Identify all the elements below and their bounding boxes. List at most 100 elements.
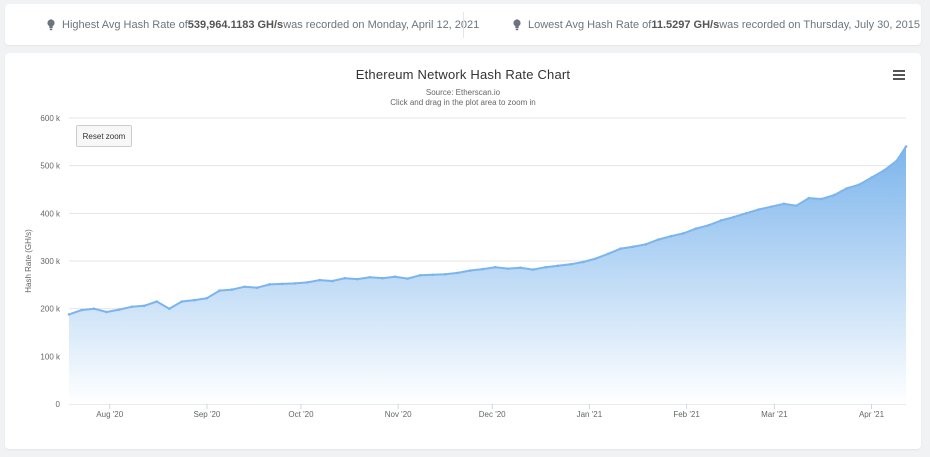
- data-point[interactable]: [105, 310, 108, 314]
- x-tick-label: Nov '20: [385, 410, 412, 419]
- lowest-prefix: Lowest Avg Hash Rate of: [528, 18, 652, 31]
- highest-prefix: Highest Avg Hash Rate of: [62, 18, 188, 31]
- data-point[interactable]: [406, 277, 409, 280]
- data-point[interactable]: [669, 234, 673, 238]
- lightbulb-icon: [513, 18, 521, 31]
- data-point[interactable]: [904, 145, 908, 148]
- reset-zoom-button[interactable]: Reset zoom: [76, 125, 132, 147]
- data-point[interactable]: [694, 227, 698, 230]
- data-point[interactable]: [707, 223, 710, 227]
- chart-menu-button[interactable]: [891, 68, 907, 82]
- data-point[interactable]: [506, 267, 510, 270]
- y-tick-label: 300 k: [40, 257, 61, 266]
- x-tick-label: Jan '21: [577, 410, 603, 419]
- highest-suffix: was recorded on Monday, April 12, 2021: [283, 18, 480, 31]
- data-point[interactable]: [619, 247, 623, 250]
- data-point[interactable]: [744, 212, 748, 215]
- chart-title: Ethereum Network Hash Rate Chart: [355, 67, 571, 82]
- x-tick-label: Dec '20: [479, 410, 506, 419]
- data-point[interactable]: [481, 267, 485, 271]
- data-point[interactable]: [381, 276, 384, 280]
- data-point[interactable]: [769, 205, 773, 208]
- data-point[interactable]: [820, 197, 823, 201]
- data-point[interactable]: [443, 273, 447, 276]
- data-point[interactable]: [882, 169, 886, 172]
- data-point[interactable]: [682, 232, 685, 235]
- lowest-hashrate-stat: Lowest Avg Hash Rate of 11.5297 GH/s was…: [513, 4, 920, 45]
- data-point[interactable]: [293, 282, 297, 285]
- data-point[interactable]: [205, 296, 209, 300]
- data-point[interactable]: [631, 245, 635, 248]
- chart-zoom-hint: Click and drag in the plot area to zoom …: [390, 98, 536, 107]
- y-tick-label: 0: [56, 400, 61, 409]
- series-area: [69, 146, 906, 404]
- data-point[interactable]: [218, 289, 221, 292]
- data-point[interactable]: [468, 269, 472, 272]
- data-point[interactable]: [782, 202, 786, 206]
- data-point[interactable]: [243, 285, 246, 289]
- data-point[interactable]: [117, 308, 121, 311]
- data-point[interactable]: [318, 278, 322, 282]
- data-point[interactable]: [757, 208, 760, 211]
- data-point[interactable]: [732, 215, 735, 219]
- data-point[interactable]: [857, 183, 861, 187]
- data-point[interactable]: [130, 305, 133, 309]
- series-line: [68, 146, 907, 316]
- x-tick-label: Mar '21: [761, 410, 788, 419]
- data-point[interactable]: [393, 275, 397, 279]
- data-point[interactable]: [870, 176, 873, 179]
- y-tick-label: 600 k: [40, 114, 61, 123]
- data-point[interactable]: [494, 265, 497, 269]
- data-point[interactable]: [569, 263, 572, 266]
- data-point[interactable]: [657, 238, 660, 241]
- data-point[interactable]: [268, 283, 271, 286]
- data-point[interactable]: [142, 304, 146, 308]
- data-point[interactable]: [794, 204, 798, 208]
- data-point[interactable]: [343, 276, 347, 280]
- lowest-suffix: was recorded on Thursday, July 30, 2015: [719, 18, 920, 31]
- data-point[interactable]: [719, 219, 723, 222]
- data-point[interactable]: [80, 308, 83, 312]
- data-point[interactable]: [193, 298, 196, 302]
- y-tick-label: 200 k: [40, 305, 61, 314]
- data-point[interactable]: [356, 277, 359, 281]
- data-point[interactable]: [280, 282, 284, 286]
- highest-value: 539,964.1183 GH/s: [187, 18, 284, 31]
- data-point[interactable]: [606, 252, 610, 256]
- data-point[interactable]: [895, 159, 898, 163]
- hamburger-icon: [893, 74, 905, 76]
- data-point[interactable]: [418, 274, 422, 277]
- data-point[interactable]: [67, 313, 71, 316]
- data-point[interactable]: [845, 187, 848, 190]
- data-point[interactable]: [368, 275, 372, 279]
- data-point[interactable]: [544, 265, 547, 269]
- y-tick-label: 400 k: [40, 209, 61, 218]
- data-point[interactable]: [581, 260, 585, 264]
- hamburger-icon: [893, 78, 905, 80]
- y-tick-label: 500 k: [40, 162, 61, 171]
- data-point[interactable]: [155, 300, 159, 303]
- data-point[interactable]: [556, 264, 560, 268]
- data-point[interactable]: [180, 300, 184, 303]
- data-point[interactable]: [168, 307, 171, 310]
- x-tick-label: Apr '21: [859, 410, 885, 419]
- data-point[interactable]: [255, 286, 259, 289]
- data-point[interactable]: [594, 257, 597, 260]
- x-tick-label: Aug '20: [96, 410, 123, 419]
- data-point[interactable]: [807, 196, 811, 200]
- stats-card: Highest Avg Hash Rate of 539,964.1183 GH…: [5, 4, 921, 45]
- data-point[interactable]: [305, 281, 309, 284]
- data-point[interactable]: [456, 271, 460, 275]
- data-point[interactable]: [644, 243, 648, 246]
- data-point[interactable]: [519, 266, 522, 269]
- data-point[interactable]: [832, 193, 836, 197]
- data-point[interactable]: [92, 307, 96, 310]
- x-tick-label: Feb '21: [673, 410, 700, 419]
- data-point[interactable]: [331, 279, 334, 283]
- data-point[interactable]: [431, 273, 434, 277]
- chart-source: Source: Etherscan.io: [425, 88, 501, 97]
- data-point[interactable]: [531, 268, 535, 271]
- highest-hashrate-stat: Highest Avg Hash Rate of 539,964.1183 GH…: [47, 4, 479, 45]
- data-point[interactable]: [230, 288, 234, 291]
